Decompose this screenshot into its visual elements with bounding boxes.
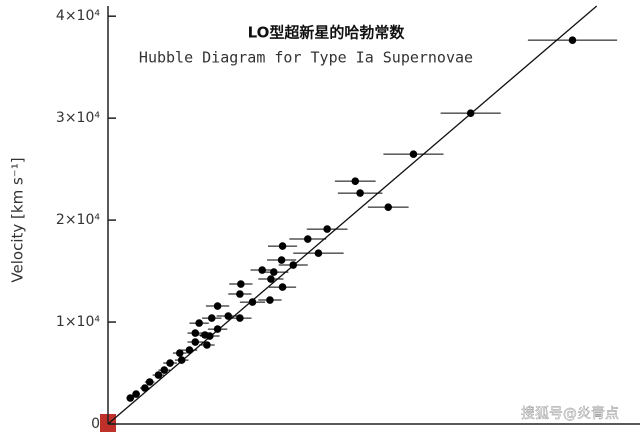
y-tick-label: 1×10⁴ <box>56 314 100 330</box>
data-point <box>126 394 135 402</box>
data-point <box>213 302 222 310</box>
data-point <box>266 296 274 304</box>
fit-line <box>107 5 598 425</box>
data-point <box>278 242 287 250</box>
data-point <box>145 378 154 386</box>
data-point <box>166 359 174 367</box>
data-point <box>175 349 184 357</box>
data-point <box>270 268 278 276</box>
y-tick-label: 4×10⁴ <box>56 8 100 24</box>
data-point <box>160 366 169 374</box>
data-point <box>213 325 222 333</box>
data-point <box>258 266 266 274</box>
chart-title: LO型超新星的哈勃常数 <box>248 24 406 42</box>
data-point <box>191 329 200 337</box>
data-point <box>248 298 257 306</box>
data-point <box>466 109 475 117</box>
y-tick-label: 0 <box>91 416 100 432</box>
y-tick-label: 3×10⁴ <box>56 110 100 126</box>
data-point <box>237 280 245 288</box>
y-axis-label: Velocity [km s⁻¹] <box>9 157 27 282</box>
data-point <box>356 189 364 197</box>
data-point <box>384 203 393 211</box>
data-point <box>191 338 200 346</box>
data-point <box>154 371 163 379</box>
data-point <box>323 225 331 233</box>
data-point <box>195 319 203 327</box>
data-point <box>278 283 287 291</box>
data-point <box>177 356 186 364</box>
data-point <box>236 314 244 322</box>
data-point <box>568 36 577 44</box>
data-point <box>267 275 275 283</box>
data-point <box>303 235 312 243</box>
data-point <box>185 346 194 354</box>
chart-subtitle: Hubble Diagram for Type Ia Supernovae <box>139 49 473 67</box>
data-point <box>132 390 140 398</box>
data-point <box>141 384 149 392</box>
data-point <box>289 261 298 269</box>
y-tick-label: 2×10⁴ <box>56 212 100 228</box>
data-point <box>351 177 360 185</box>
data-point <box>409 150 418 158</box>
watermark: 搜狐号@炎青点 <box>521 406 619 422</box>
data-point <box>201 331 209 339</box>
data-point <box>224 312 233 320</box>
data-point <box>314 249 323 257</box>
data-point <box>207 314 216 322</box>
data-point <box>277 256 286 264</box>
data-point <box>203 341 211 349</box>
data-point <box>236 290 244 298</box>
